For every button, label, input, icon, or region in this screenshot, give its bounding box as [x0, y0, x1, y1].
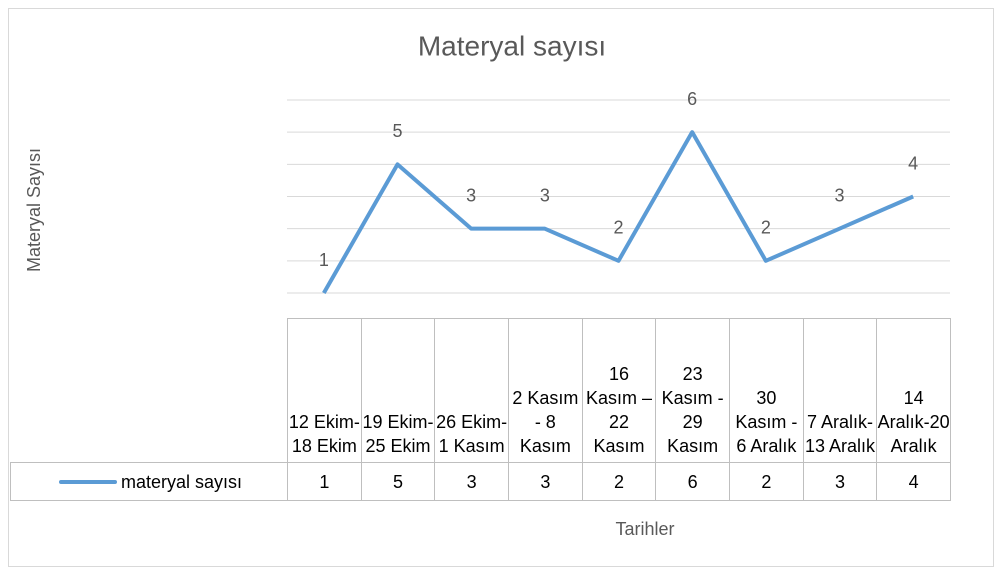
table-header-cell: 14 Aralık-20 Aralık — [876, 318, 951, 463]
table-value-cell: 2 — [581, 462, 657, 501]
table-header-cell: 7 Aralık-13 Aralık — [802, 318, 878, 463]
data-label: 2 — [613, 218, 623, 238]
table-header-cell: 26 Ekim-1 Kasım — [434, 318, 509, 463]
table-value-cell: 3 — [802, 462, 878, 501]
data-label: 3 — [834, 185, 844, 205]
legend-label: materyal sayısı — [121, 471, 243, 492]
table-header-cell: 16 Kasım – 22 Kasım — [581, 318, 657, 463]
legend-swatch — [59, 479, 117, 484]
legend-cell: materyal sayısı — [10, 462, 288, 501]
table-header-cell: 12 Ekim-18 Ekim — [287, 318, 362, 463]
table-header-cell: 19 Ekim-25 Ekim — [360, 318, 436, 463]
table-value-cell: 1 — [287, 462, 362, 501]
table-value-cell: 3 — [434, 462, 509, 501]
table-header-cell: 2 Kasım - 8 Kasım — [508, 318, 583, 463]
chart-title: Materyal sayısı — [418, 30, 606, 61]
data-label: 1 — [319, 250, 329, 270]
data-label: 6 — [687, 89, 697, 109]
line — [322, 130, 914, 294]
data-label: 2 — [761, 218, 771, 238]
table-value-cell: 3 — [508, 462, 583, 501]
table-value-cell: 2 — [729, 462, 804, 501]
data-label: 3 — [466, 185, 476, 205]
table-value-cell: 5 — [360, 462, 436, 501]
data-label: 3 — [540, 185, 550, 205]
table-header-cell: 30 Kasım - 6 Aralık — [729, 318, 804, 463]
data-label: 4 — [908, 153, 918, 173]
table-value-cell: 4 — [876, 462, 951, 501]
table-value-cell: 6 — [655, 462, 730, 501]
chart-frame — [8, 8, 994, 567]
y-axis-title: Materyal Sayısı — [24, 148, 44, 272]
data-label: 5 — [392, 121, 402, 141]
table-header-cell: 23 Kasım - 29 Kasım — [655, 318, 730, 463]
x-axis-title: Tarihler — [615, 519, 674, 539]
